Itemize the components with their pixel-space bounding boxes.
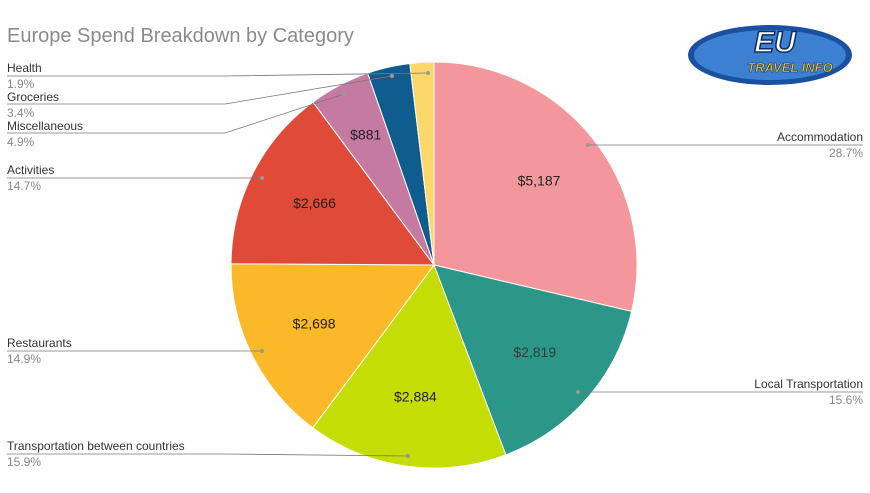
percent-label: 14.7% [7,179,41,193]
category-label: Groceries [7,90,59,104]
value-label: $2,884 [394,388,437,404]
leader-dot [260,349,264,353]
category-label: Accommodation [777,130,863,144]
leader-dot [260,176,264,180]
leader-dot [406,454,410,458]
pie-slice [230,263,435,429]
category-label: Health [7,61,42,75]
value-label: $2,698 [293,315,336,331]
percent-label: 3.4% [7,106,35,120]
leader-dot [342,92,346,96]
percent-label: 15.6% [829,393,863,407]
leader-dot [586,143,590,147]
category-label: Local Transportation [754,377,863,391]
leader-dot [576,390,580,394]
leader-dot [426,71,430,75]
category-label: Restaurants [7,336,72,350]
pie-slice [433,264,633,456]
leader-line [7,93,345,134]
chart-title: Europe Spend Breakdown by Category [7,25,354,47]
pie-slice [312,263,507,469]
leader-dot [390,74,394,78]
value-label: $881 [350,126,381,142]
category-label: Activities [7,163,54,177]
pie-slice [409,61,435,266]
logo-subtitle: TRAVEL INFO [747,60,832,75]
percent-label: 15.9% [7,455,41,469]
logo-title: EU [754,26,797,59]
value-label: $5,187 [518,172,561,188]
pie-slice [433,61,638,312]
value-label: $2,666 [293,195,336,211]
value-label: $2,819 [513,344,556,360]
leader-line [7,75,393,105]
pie-slice [230,101,435,266]
percent-label: 1.9% [7,77,35,91]
percent-label: 4.9% [7,135,35,149]
leader-line [7,453,409,457]
percent-label: 28.7% [829,146,863,160]
category-label: Transportation between countries [7,439,185,453]
leader-line [7,72,429,77]
percent-label: 14.9% [7,352,41,366]
category-label: Miscellaneous [7,119,83,133]
logo: EU TRAVEL INFO [688,25,852,85]
logo-badge-inner [694,30,846,80]
